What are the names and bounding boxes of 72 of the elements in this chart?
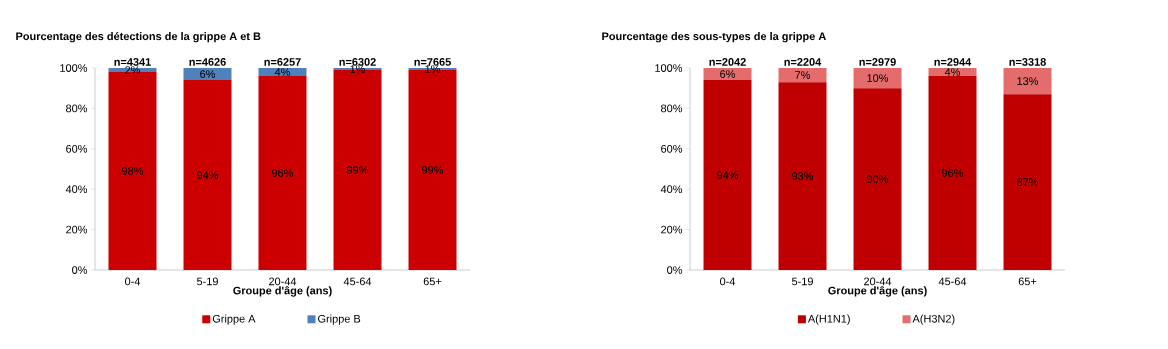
data-label: 94% (197, 171, 219, 179)
bar (258, 76, 307, 270)
x-tick-label: 0-4 (720, 277, 736, 286)
y-tick-label: 100% (60, 64, 88, 72)
y-tick-label: 40% (660, 185, 683, 194)
data-label: 99% (422, 166, 444, 174)
x-tick-label: 5-19 (196, 277, 218, 286)
y-tick-label: 40% (65, 185, 88, 194)
x-axis-title: Groupe d'âge (ans) (233, 286, 332, 297)
chart-title: Pourcentage des détections de la grippe A et B (16, 31, 261, 43)
data-label: 93% (792, 172, 814, 180)
y-tick-label: 20% (661, 225, 683, 234)
data-label: 90% (867, 175, 889, 183)
data-label: 1% (350, 65, 366, 73)
text: n=2979 (859, 58, 896, 66)
x-tick-label: 65+ (1018, 277, 1037, 286)
y-tick-label: 0% (667, 266, 683, 274)
y-tick-label: 60% (661, 144, 683, 153)
legend-label: Grippe A (212, 314, 256, 325)
bar (1003, 94, 1052, 270)
legend-label: Grippe B (318, 314, 361, 325)
x-tick-label: 45-64 (938, 277, 967, 286)
y-tick-label: 20% (66, 225, 88, 234)
data-label: 10% (867, 74, 889, 82)
text: n=4341 (114, 58, 151, 66)
data-label: 1% (425, 65, 441, 73)
data-label: 98% (122, 167, 144, 175)
data-label: 96% (942, 169, 964, 177)
data-label: 6% (200, 70, 216, 78)
data-label: 87% (1017, 178, 1039, 187)
bar (778, 68, 827, 83)
bar (108, 72, 157, 270)
bar (1003, 68, 1052, 95)
y-tick-label: 80% (66, 104, 88, 113)
bar (853, 88, 902, 270)
data-label: 4% (274, 68, 291, 76)
text: n=2204 (784, 58, 822, 66)
bar (183, 80, 232, 270)
bar (183, 68, 232, 81)
data-label: 99% (347, 166, 369, 174)
y-tick-label: 60% (66, 144, 88, 153)
bar (703, 80, 752, 270)
text: n=6302 (339, 58, 376, 66)
bar (928, 76, 977, 270)
data-label: 94% (717, 171, 739, 179)
bar (853, 68, 902, 89)
x-tick-label: 65+ (423, 277, 442, 286)
data-label: 6% (720, 70, 736, 78)
y-tick-label: 80% (661, 104, 683, 113)
text: n=2042 (709, 58, 746, 66)
legend-label: A(H1N1) (807, 314, 850, 325)
text: n=2944 (934, 58, 972, 66)
x-axis-title: Groupe d'âge (ans) (828, 286, 927, 297)
text: n=7665 (414, 58, 451, 66)
text: n=3318 (1009, 58, 1046, 66)
bar (778, 82, 827, 270)
y-tick-label: 100% (655, 64, 683, 72)
data-label: 13% (1017, 77, 1039, 86)
x-tick-label: 0-4 (125, 277, 141, 286)
chart-title: Pourcentage des sous-types de la grippe A (602, 32, 826, 43)
text: n=6257 (264, 58, 301, 66)
text: n=4626 (189, 58, 226, 66)
data-label: 7% (795, 71, 811, 79)
x-tick-label: 45-64 (343, 277, 372, 286)
x-tick-label: 20-44 (269, 277, 297, 286)
x-tick-label: 20-44 (864, 277, 892, 286)
legend-label: A(H3N2) (912, 314, 955, 325)
x-tick-label: 5-19 (791, 277, 813, 286)
data-label: 96% (272, 169, 294, 177)
y-tick-label: 0% (72, 266, 88, 274)
data-label: 4% (944, 68, 961, 76)
bar (703, 68, 752, 81)
